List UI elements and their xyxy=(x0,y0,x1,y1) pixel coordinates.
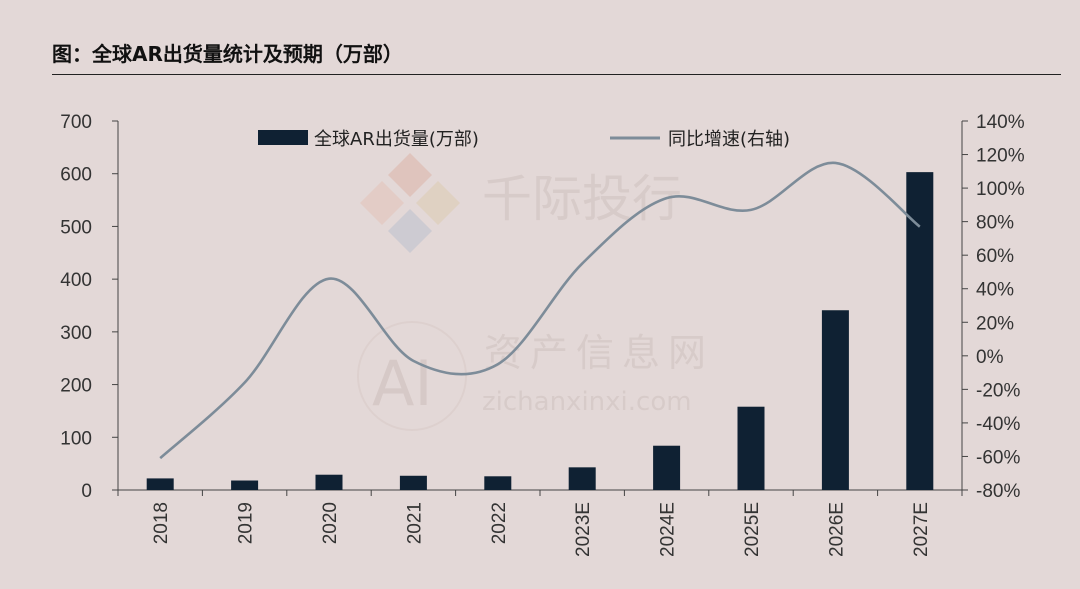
y-right-tick-label: -60% xyxy=(976,447,1020,468)
legend-label-bar: 全球AR出货量(万部) xyxy=(314,129,479,150)
x-tick-label: 2021 xyxy=(404,502,425,544)
y-left-tick-label: 400 xyxy=(60,270,92,291)
x-tick-label: 2026E xyxy=(826,502,847,557)
y-right-tick-label: 80% xyxy=(976,213,1014,234)
y-left-tick-label: 300 xyxy=(60,323,92,344)
x-tick-label: 2025E xyxy=(742,502,763,557)
chart-title: 图：全球AR出货量统计及预期（万部） xyxy=(52,42,403,66)
y-right-tick-label: -20% xyxy=(976,380,1020,401)
bar-2026E xyxy=(821,310,849,490)
watermark-logo-text: AI xyxy=(372,347,433,420)
x-tick-label: 2023E xyxy=(573,502,594,557)
y-right-tick-label: 0% xyxy=(976,347,1004,368)
bar-2021 xyxy=(399,475,427,490)
y-right-tick-label: -80% xyxy=(976,481,1020,502)
x-tick-label: 2019 xyxy=(236,502,257,544)
y-right-tick-label: 60% xyxy=(976,246,1014,267)
y-left-tick-label: 600 xyxy=(60,165,92,186)
bar-2023E xyxy=(568,467,596,490)
x-tick-label: 2018 xyxy=(151,502,172,544)
y-right-tick-label: 20% xyxy=(976,313,1014,334)
y-right-tick-label: 120% xyxy=(976,146,1025,167)
growth-rate-line xyxy=(159,161,921,460)
bar-2018 xyxy=(146,478,174,490)
y-left-tick-label: 0 xyxy=(81,481,92,502)
title-divider xyxy=(52,74,1061,75)
watermark-site-name: 资产信息网 xyxy=(484,331,714,375)
watermark-brand: 千际投行 xyxy=(482,170,682,228)
watermark-seal-icon xyxy=(357,321,467,431)
legend-swatch-bar xyxy=(258,130,308,145)
bar-2022 xyxy=(484,476,512,490)
watermark-url: zichanxinxi.com xyxy=(482,387,692,417)
bar-2019 xyxy=(231,480,259,490)
y-right-tick-label: -40% xyxy=(976,414,1020,435)
bar-2024E xyxy=(653,445,681,490)
x-tick-label: 2020 xyxy=(320,502,341,544)
y-left-tick-label: 200 xyxy=(60,376,92,397)
y-left-tick-label: 500 xyxy=(60,217,92,238)
y-right-tick-label: 100% xyxy=(976,179,1025,200)
line-series xyxy=(159,161,921,460)
y-left-tick-label: 700 xyxy=(60,112,92,133)
watermark: 千际投行 AI 资产信息网 zichanxinxi.com xyxy=(357,153,714,431)
legend-label-line: 同比增速(右轴) xyxy=(668,129,790,150)
bar-2025E xyxy=(737,406,765,490)
y-right-tick-label: 140% xyxy=(976,112,1025,133)
x-tick-label: 2027E xyxy=(911,502,932,557)
legend: 全球AR出货量(万部) 同比增速(右轴) xyxy=(258,129,790,150)
axes xyxy=(112,120,968,496)
y-left-tick-label: 100 xyxy=(60,428,92,449)
x-tick-label: 2024E xyxy=(658,502,679,557)
tick-labels: 0 100 200 300 400 500 600 700 -80% -60% -40% -20% 0%… xyxy=(60,112,1024,557)
watermark-logo-icon xyxy=(360,153,460,253)
bar-2020 xyxy=(315,474,343,490)
y-right-tick-label: 40% xyxy=(976,280,1014,301)
x-tick-label: 2022 xyxy=(489,502,510,544)
